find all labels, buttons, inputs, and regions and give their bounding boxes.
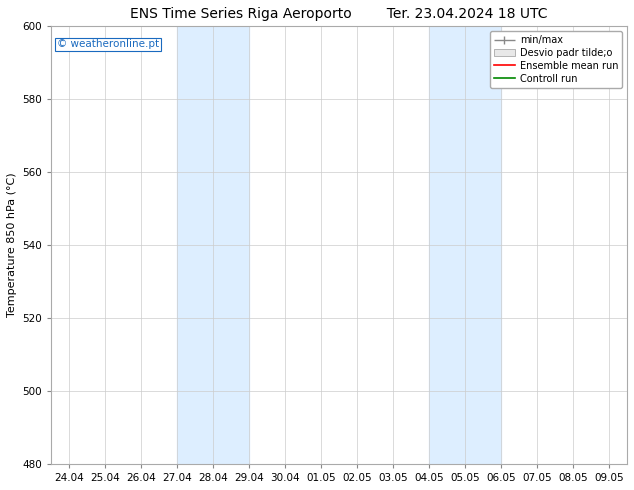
Title: ENS Time Series Riga Aeroporto        Ter. 23.04.2024 18 UTC: ENS Time Series Riga Aeroporto Ter. 23.0… — [131, 7, 548, 21]
Bar — [178, 26, 249, 464]
Legend: min/max, Desvio padr tilde;o, Ensemble mean run, Controll run: min/max, Desvio padr tilde;o, Ensemble m… — [489, 31, 622, 88]
Bar — [429, 26, 501, 464]
Text: © weatheronline.pt: © weatheronline.pt — [57, 39, 159, 49]
Y-axis label: Temperature 850 hPa (°C): Temperature 850 hPa (°C) — [7, 173, 17, 318]
